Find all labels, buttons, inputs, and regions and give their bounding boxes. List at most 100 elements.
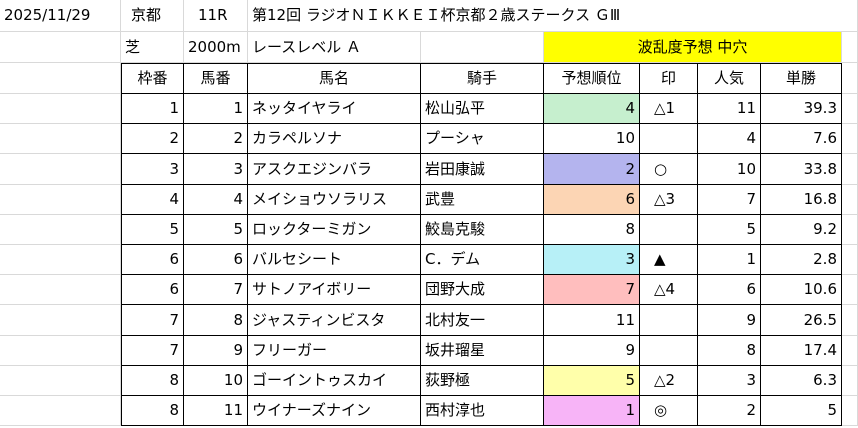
waku-cell[interactable]: 6 <box>121 245 184 275</box>
jockey-cell[interactable]: 荻野極 <box>421 366 544 396</box>
race-number-cell[interactable]: 11R <box>184 0 248 32</box>
race-title-cell[interactable]: 第12回 ラジオＮＩＫＫＥＩ杯京都２歳ステークス ＧⅢ <box>248 0 858 32</box>
mark-cell[interactable]: △2 <box>640 366 698 396</box>
waku-cell[interactable]: 3 <box>121 154 184 185</box>
win-odds-cell[interactable]: 5 <box>761 396 842 426</box>
win-odds-cell[interactable]: 16.8 <box>761 185 842 215</box>
popularity-cell[interactable]: 7 <box>698 185 761 215</box>
header-waku[interactable]: 枠番 <box>121 63 184 94</box>
umaban-cell[interactable]: 9 <box>184 336 248 366</box>
mark-cell[interactable]: △1 <box>640 94 698 124</box>
waku-cell[interactable]: 8 <box>121 366 184 396</box>
win-odds-cell[interactable]: 9.2 <box>761 215 842 245</box>
empty-cell[interactable] <box>0 63 121 94</box>
upset-forecast-cell[interactable]: 波乱度予想 中穴 <box>544 32 842 63</box>
jockey-cell[interactable]: 西村淳也 <box>421 396 544 426</box>
race-surface-cell[interactable]: 芝 <box>121 32 184 63</box>
win-odds-cell[interactable]: 7.6 <box>761 124 842 154</box>
predicted-rank-cell[interactable]: 9 <box>544 336 640 366</box>
jockey-cell[interactable]: 松山弘平 <box>421 94 544 124</box>
popularity-cell[interactable]: 3 <box>698 366 761 396</box>
jockey-cell[interactable]: 坂井瑠星 <box>421 336 544 366</box>
mark-cell[interactable] <box>640 336 698 366</box>
popularity-cell[interactable]: 8 <box>698 336 761 366</box>
mark-cell[interactable]: ◎ <box>640 396 698 426</box>
empty-cell[interactable] <box>842 185 858 215</box>
predicted-rank-cell[interactable]: 11 <box>544 305 640 336</box>
race-level-cell[interactable]: レースレベル Ａ <box>248 32 421 63</box>
predicted-rank-cell[interactable]: 10 <box>544 124 640 154</box>
popularity-cell[interactable]: 6 <box>698 275 761 305</box>
waku-cell[interactable]: 1 <box>121 94 184 124</box>
waku-cell[interactable]: 4 <box>121 185 184 215</box>
horse-name-cell[interactable]: ゴーイントゥスカイ <box>248 366 421 396</box>
mark-cell[interactable] <box>640 215 698 245</box>
empty-cell[interactable] <box>842 63 858 94</box>
win-odds-cell[interactable]: 6.3 <box>761 366 842 396</box>
popularity-cell[interactable]: 5 <box>698 215 761 245</box>
empty-cell[interactable] <box>0 215 121 245</box>
horse-name-cell[interactable]: メイショウソラリス <box>248 185 421 215</box>
empty-cell[interactable] <box>0 245 121 275</box>
jockey-cell[interactable]: 岩田康誠 <box>421 154 544 185</box>
horse-name-cell[interactable]: ネッタイヤライ <box>248 94 421 124</box>
popularity-cell[interactable]: 2 <box>698 396 761 426</box>
predicted-rank-cell[interactable]: 1 <box>544 396 640 426</box>
race-date-cell[interactable]: 2025/11/29 <box>0 0 121 32</box>
win-odds-cell[interactable]: 2.8 <box>761 245 842 275</box>
jockey-cell[interactable]: 武豊 <box>421 185 544 215</box>
umaban-cell[interactable]: 8 <box>184 305 248 336</box>
horse-name-cell[interactable]: サトノアイボリー <box>248 275 421 305</box>
mark-cell[interactable]: △4 <box>640 275 698 305</box>
empty-cell[interactable] <box>0 336 121 366</box>
umaban-cell[interactable]: 10 <box>184 366 248 396</box>
empty-cell[interactable] <box>842 366 858 396</box>
empty-cell[interactable] <box>842 154 858 185</box>
empty-cell[interactable] <box>842 215 858 245</box>
umaban-cell[interactable]: 5 <box>184 215 248 245</box>
header-predicted-rank[interactable]: 予想順位 <box>544 63 640 94</box>
predicted-rank-cell[interactable]: 5 <box>544 366 640 396</box>
predicted-rank-cell[interactable]: 6 <box>544 185 640 215</box>
empty-cell[interactable] <box>0 124 121 154</box>
empty-cell[interactable] <box>842 305 858 336</box>
horse-name-cell[interactable]: アスクエジンバラ <box>248 154 421 185</box>
empty-cell[interactable] <box>421 32 544 63</box>
jockey-cell[interactable]: プーシャ <box>421 124 544 154</box>
header-umaban[interactable]: 馬番 <box>184 63 248 94</box>
win-odds-cell[interactable]: 26.5 <box>761 305 842 336</box>
empty-cell[interactable] <box>0 275 121 305</box>
horse-name-cell[interactable]: バルセシート <box>248 245 421 275</box>
popularity-cell[interactable]: 11 <box>698 94 761 124</box>
umaban-cell[interactable]: 3 <box>184 154 248 185</box>
win-odds-cell[interactable]: 39.3 <box>761 94 842 124</box>
empty-cell[interactable] <box>0 94 121 124</box>
win-odds-cell[interactable]: 17.4 <box>761 336 842 366</box>
jockey-cell[interactable]: 北村友一 <box>421 305 544 336</box>
waku-cell[interactable]: 7 <box>121 336 184 366</box>
header-mark[interactable]: 印 <box>640 63 698 94</box>
umaban-cell[interactable]: 11 <box>184 396 248 426</box>
horse-name-cell[interactable]: ウイナーズナイン <box>248 396 421 426</box>
empty-cell[interactable] <box>0 154 121 185</box>
empty-cell[interactable] <box>0 32 121 63</box>
race-venue-cell[interactable]: 京都 <box>121 0 184 32</box>
jockey-cell[interactable]: C．デム <box>421 245 544 275</box>
predicted-rank-cell[interactable]: 8 <box>544 215 640 245</box>
race-distance-cell[interactable]: 2000m <box>184 32 248 63</box>
predicted-rank-cell[interactable]: 7 <box>544 275 640 305</box>
umaban-cell[interactable]: 1 <box>184 94 248 124</box>
empty-cell[interactable] <box>842 275 858 305</box>
jockey-cell[interactable]: 鮫島克駿 <box>421 215 544 245</box>
empty-cell[interactable] <box>842 245 858 275</box>
mark-cell[interactable] <box>640 124 698 154</box>
empty-cell[interactable] <box>842 396 858 426</box>
horse-name-cell[interactable]: フリーガー <box>248 336 421 366</box>
waku-cell[interactable]: 5 <box>121 215 184 245</box>
umaban-cell[interactable]: 7 <box>184 275 248 305</box>
waku-cell[interactable]: 7 <box>121 305 184 336</box>
waku-cell[interactable]: 8 <box>121 396 184 426</box>
predicted-rank-cell[interactable]: 2 <box>544 154 640 185</box>
waku-cell[interactable]: 6 <box>121 275 184 305</box>
predicted-rank-cell[interactable]: 4 <box>544 94 640 124</box>
